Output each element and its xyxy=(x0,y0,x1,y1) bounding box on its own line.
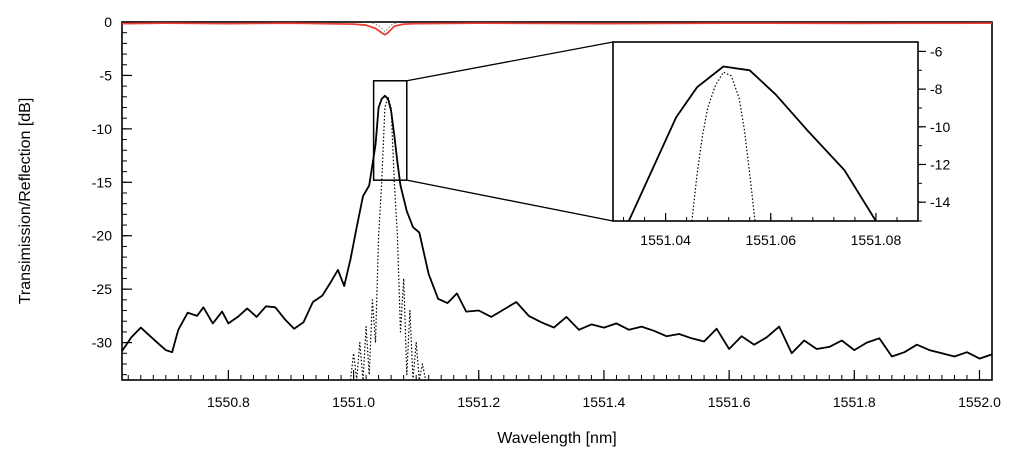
y-tick-label: -30 xyxy=(92,335,112,351)
series-line-solid-red xyxy=(122,22,992,36)
inset-x-tick-label: 1551.06 xyxy=(745,232,796,248)
inset-x-tick-label: 1551.08 xyxy=(851,232,902,248)
inset-y-tick-label: -6 xyxy=(930,43,943,59)
series-line-dotted-gray xyxy=(372,22,398,33)
x-tick-label: 1551.4 xyxy=(583,394,626,410)
x-tick-label: 1551.6 xyxy=(708,394,751,410)
inset-y-tick-label: -14 xyxy=(930,194,950,210)
inset-series-line-solid-black xyxy=(627,65,877,221)
inset-plot: 1551.04 1551.06 1551.08 -6 -8 -10 -12 -14 xyxy=(612,41,950,248)
inset-y-tick-label: -8 xyxy=(930,81,943,97)
callout-line-bottom xyxy=(406,179,614,222)
x-tick-label: 1551.8 xyxy=(833,394,876,410)
main-plot-frame xyxy=(121,21,993,381)
zoom-callout xyxy=(406,41,614,222)
x-tick-label: 1552.0 xyxy=(958,394,1001,410)
x-tick-label: 1550.8 xyxy=(207,394,250,410)
x-tick-label: 1551.2 xyxy=(457,394,500,410)
y-tick-label: -20 xyxy=(92,228,112,244)
inset-frame xyxy=(612,41,919,222)
inset-y-tick-label: -10 xyxy=(930,119,950,135)
callout-line-top xyxy=(406,41,614,82)
x-tick-label: 1551.0 xyxy=(332,394,375,410)
zoom-highlight-box xyxy=(372,80,408,181)
main-plot: 1550.8 1551.0 1551.2 1551.4 1551.6 1551.8 1552… xyxy=(92,14,1001,410)
y-tick-label: -15 xyxy=(92,174,112,190)
x-axis-title: Wavelength [nm] xyxy=(497,430,616,447)
y-axis-title: Transimission/Reflection [dB] xyxy=(17,98,34,305)
inset-y-tick-label: -12 xyxy=(930,156,950,172)
y-tick-label: 0 xyxy=(104,14,112,30)
y-tick-label: -5 xyxy=(100,67,113,83)
series-line-solid-black xyxy=(122,94,992,360)
inset-series-group xyxy=(627,65,877,221)
y-tick-label: -25 xyxy=(92,281,112,297)
inset-x-tick-label: 1551.04 xyxy=(640,232,691,248)
main-series-group xyxy=(122,22,992,380)
y-tick-label: -10 xyxy=(92,121,112,137)
series-line-dotted-black xyxy=(349,96,427,380)
